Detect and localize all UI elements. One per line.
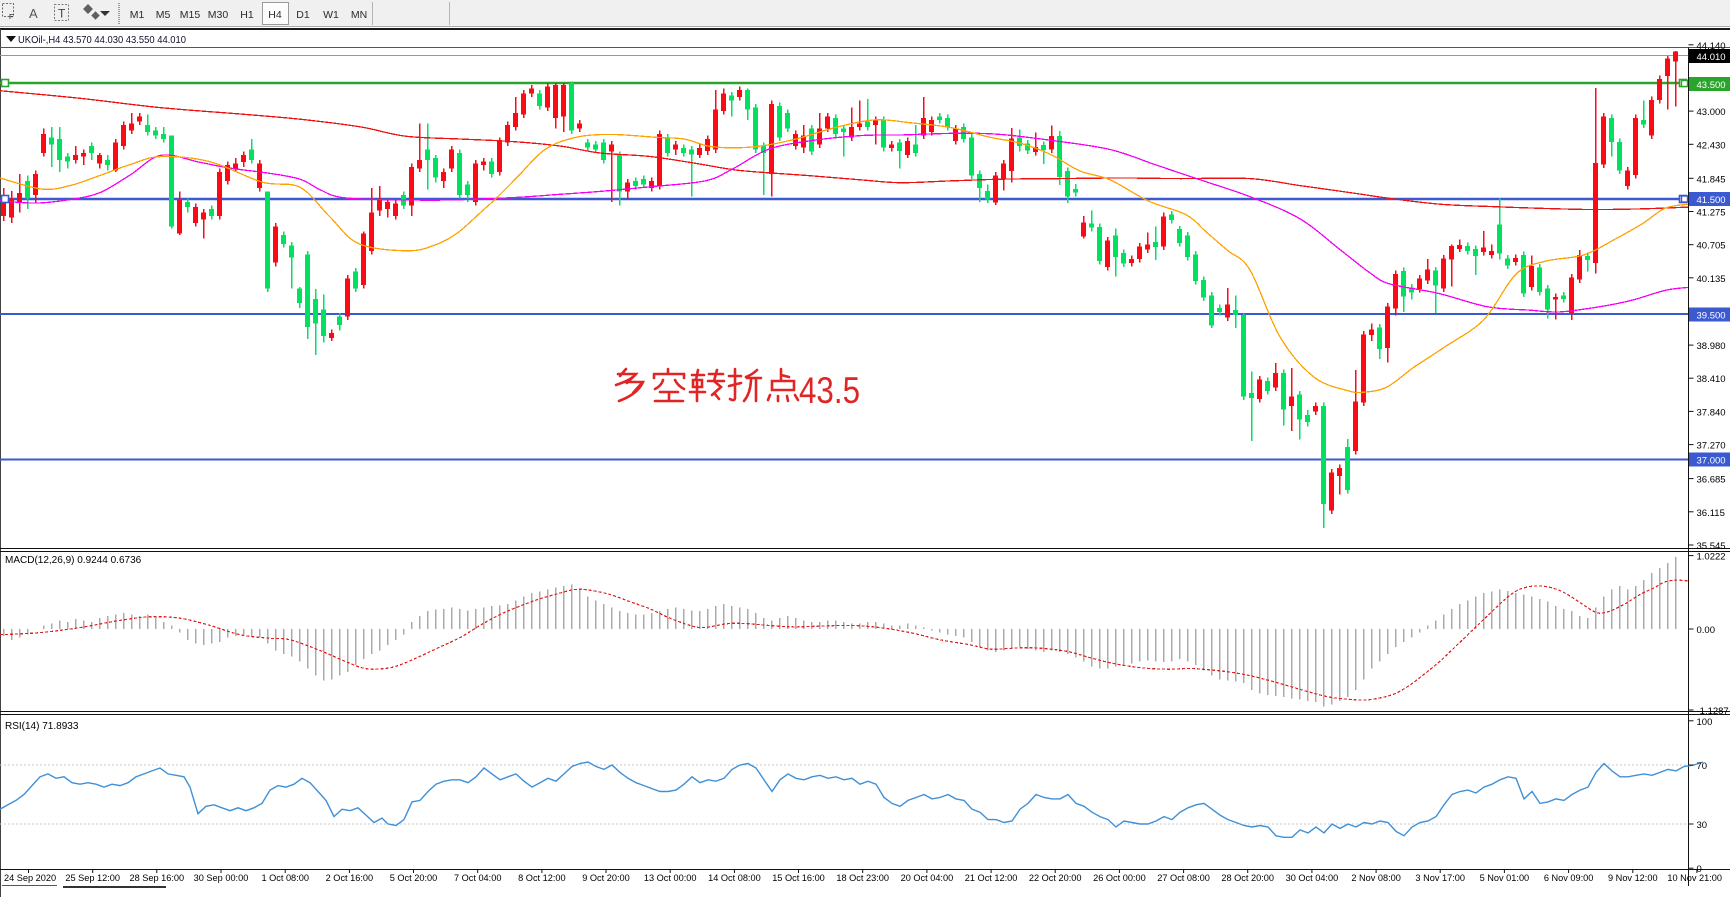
svg-text:26 Oct 00:00: 26 Oct 00:00 (1093, 873, 1146, 883)
svg-text:H4: H4 (268, 9, 282, 21)
svg-text:T: T (58, 7, 66, 21)
svg-text:36.685: 36.685 (1697, 475, 1726, 486)
svg-text:28 Oct 20:00: 28 Oct 20:00 (1221, 873, 1274, 883)
svg-text:44.010: 44.010 (1697, 52, 1726, 63)
svg-text:W1: W1 (323, 9, 339, 21)
svg-text:2 Oct 16:00: 2 Oct 16:00 (326, 873, 374, 883)
svg-text:41.845: 41.845 (1697, 174, 1726, 185)
svg-text:21 Oct 12:00: 21 Oct 12:00 (965, 873, 1018, 883)
svg-text:100: 100 (1697, 717, 1713, 728)
svg-text:-1.1287: -1.1287 (1697, 706, 1729, 717)
svg-text:18 Oct 23:00: 18 Oct 23:00 (836, 873, 889, 883)
svg-text:36.115: 36.115 (1697, 508, 1725, 519)
svg-text:41.500: 41.500 (1697, 195, 1726, 206)
svg-text:43.5: 43.5 (799, 370, 860, 411)
svg-text:41.275: 41.275 (1697, 208, 1726, 219)
svg-text:70: 70 (1697, 761, 1708, 772)
svg-text:UKOil-,H4 43.570 44.030 43.55: UKOil-,H4 43.570 44.030 43.550 44.010 (18, 34, 186, 46)
svg-text:27 Oct 08:00: 27 Oct 08:00 (1157, 873, 1210, 883)
svg-text:M5: M5 (156, 9, 171, 21)
svg-text:30 Sep 00:00: 30 Sep 00:00 (194, 873, 249, 883)
svg-text:13 Oct 00:00: 13 Oct 00:00 (644, 873, 697, 883)
svg-text:30 Oct 04:00: 30 Oct 04:00 (1286, 873, 1339, 883)
svg-text:43.000: 43.000 (1697, 107, 1726, 118)
svg-text:40.135: 40.135 (1697, 274, 1726, 285)
svg-text:25 Sep 12:00: 25 Sep 12:00 (65, 873, 120, 883)
svg-text:37.840: 37.840 (1697, 407, 1726, 418)
svg-text:5 Nov 01:00: 5 Nov 01:00 (1480, 873, 1530, 883)
svg-text:39.500: 39.500 (1697, 311, 1726, 322)
svg-text:6 Nov 09:00: 6 Nov 09:00 (1544, 873, 1594, 883)
svg-text:38.980: 38.980 (1697, 341, 1726, 352)
svg-text:40.705: 40.705 (1697, 241, 1726, 252)
svg-text:3 Nov 17:00: 3 Nov 17:00 (1415, 873, 1465, 883)
svg-text:44.140: 44.140 (1697, 41, 1726, 52)
svg-text:1.0222: 1.0222 (1697, 552, 1726, 563)
svg-text:F: F (9, 12, 14, 21)
svg-text:0: 0 (1697, 864, 1702, 875)
svg-text:9 Nov 12:00: 9 Nov 12:00 (1608, 873, 1658, 883)
svg-text:RSI(14) 71.8933: RSI(14) 71.8933 (5, 721, 79, 732)
svg-text:M15: M15 (180, 9, 201, 21)
svg-text:43.500: 43.500 (1697, 80, 1726, 91)
svg-text:MACD(12,26,9) 0.9244 0.6736: MACD(12,26,9) 0.9244 0.6736 (5, 555, 142, 566)
svg-text:M1: M1 (130, 9, 145, 21)
svg-text:0.00: 0.00 (1697, 625, 1716, 636)
svg-text:7 Oct 04:00: 7 Oct 04:00 (454, 873, 502, 883)
svg-text:38.410: 38.410 (1697, 374, 1726, 385)
svg-text:2 Nov 08:00: 2 Nov 08:00 (1351, 873, 1401, 883)
svg-text:37.270: 37.270 (1697, 441, 1726, 452)
svg-text:9 Oct 20:00: 9 Oct 20:00 (582, 873, 630, 883)
svg-text:37.000: 37.000 (1697, 456, 1726, 467)
svg-text:5 Oct 20:00: 5 Oct 20:00 (390, 873, 438, 883)
svg-text:20 Oct 04:00: 20 Oct 04:00 (901, 873, 954, 883)
svg-text:10 Nov 21:00: 10 Nov 21:00 (1667, 873, 1722, 883)
svg-text:8 Oct 12:00: 8 Oct 12:00 (518, 873, 566, 883)
svg-text:14 Oct 08:00: 14 Oct 08:00 (708, 873, 761, 883)
svg-text:1 Oct 08:00: 1 Oct 08:00 (261, 873, 309, 883)
svg-text:A: A (29, 6, 38, 21)
svg-text:22 Oct 20:00: 22 Oct 20:00 (1029, 873, 1082, 883)
svg-text:30: 30 (1697, 820, 1708, 831)
svg-text:42.430: 42.430 (1697, 140, 1726, 151)
svg-text:28 Sep 16:00: 28 Sep 16:00 (129, 873, 184, 883)
svg-text:24 Sep 2020: 24 Sep 2020 (4, 873, 56, 883)
svg-text:35.545: 35.545 (1697, 541, 1726, 552)
svg-text:H1: H1 (240, 9, 254, 21)
svg-text:MN: MN (351, 9, 367, 21)
svg-text:15 Oct 16:00: 15 Oct 16:00 (772, 873, 825, 883)
svg-text:M30: M30 (208, 9, 229, 21)
svg-text:D1: D1 (296, 9, 310, 21)
